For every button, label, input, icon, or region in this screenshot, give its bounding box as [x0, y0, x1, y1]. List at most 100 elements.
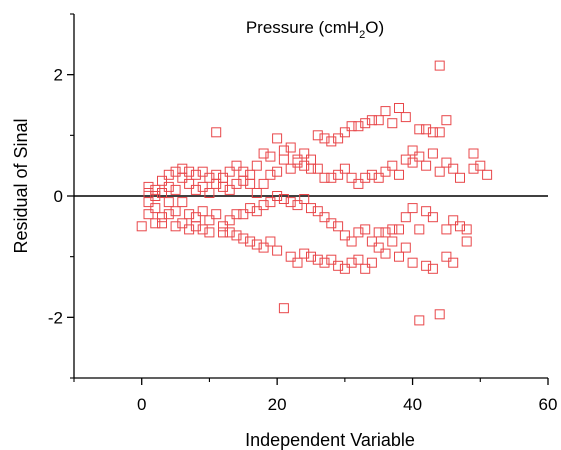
data-point — [204, 172, 215, 183]
data-point — [434, 309, 445, 320]
data-point — [299, 160, 310, 171]
data-point — [218, 221, 228, 232]
data-point — [258, 148, 269, 159]
chart-title-subscript: 2 — [359, 29, 365, 41]
data-point — [333, 133, 344, 144]
data-point — [292, 157, 303, 168]
data-point — [224, 215, 235, 226]
data-point — [278, 194, 289, 204]
data-point — [326, 254, 337, 265]
data-point — [482, 169, 493, 180]
data-point — [306, 251, 316, 262]
data-point — [414, 224, 425, 235]
data-point — [170, 206, 181, 217]
data-point — [421, 160, 432, 171]
data-point — [238, 209, 249, 220]
data-point — [373, 242, 384, 253]
data-point — [197, 224, 208, 235]
data-point — [231, 209, 242, 220]
data-point — [157, 188, 167, 198]
data-point — [251, 206, 262, 217]
data-point — [265, 236, 276, 247]
data-point — [414, 151, 425, 162]
data-point — [312, 163, 323, 174]
data-point — [224, 166, 235, 177]
data-point — [251, 160, 262, 171]
data-point — [299, 194, 310, 204]
data-point — [380, 248, 391, 259]
data-point — [441, 115, 452, 126]
data-point — [150, 184, 161, 195]
data-point — [373, 115, 384, 126]
data-point — [373, 172, 384, 183]
data-point — [285, 163, 296, 174]
x-tick-label: 40 — [403, 395, 422, 414]
data-point — [272, 245, 283, 256]
data-point — [265, 151, 276, 162]
data-point — [231, 178, 242, 189]
data-point — [434, 60, 445, 71]
data-point — [163, 209, 174, 220]
data-point — [265, 169, 276, 180]
data-point — [143, 197, 154, 208]
data-point — [407, 157, 418, 168]
data-point — [251, 188, 262, 198]
data-point — [421, 206, 432, 217]
data-point — [346, 257, 357, 268]
data-point — [278, 154, 289, 165]
data-point — [366, 169, 377, 180]
data-point — [224, 184, 235, 195]
data-point — [326, 218, 337, 229]
data-point — [448, 257, 459, 268]
data-point — [224, 227, 235, 238]
data-point — [319, 212, 330, 223]
data-point — [211, 169, 222, 180]
data-point — [292, 200, 303, 211]
data-point — [346, 172, 357, 183]
data-point — [184, 178, 195, 189]
y-tick-label: 2 — [54, 66, 63, 85]
data-point — [448, 163, 459, 174]
data-point — [421, 124, 432, 135]
data-point — [157, 218, 167, 229]
data-point — [400, 112, 411, 123]
data-point — [150, 203, 161, 214]
data-point — [427, 263, 438, 274]
data-point — [407, 203, 418, 214]
tick-labels: 0 20 40 60 -2 0 2 — [48, 66, 558, 414]
data-point — [441, 157, 452, 168]
data-point — [475, 160, 486, 171]
data-point — [394, 103, 404, 113]
data-point — [143, 188, 154, 198]
data-point — [258, 242, 269, 253]
data-point — [346, 121, 357, 132]
data-point — [312, 254, 323, 265]
data-point — [360, 263, 371, 274]
data-point — [211, 127, 222, 138]
data-point — [157, 175, 167, 186]
data-point — [407, 257, 418, 268]
data-point — [238, 233, 249, 244]
data-point — [245, 169, 256, 180]
data-point — [177, 218, 188, 229]
data-point — [339, 163, 350, 174]
data-point — [394, 251, 404, 262]
data-point — [292, 257, 303, 268]
data-point — [455, 172, 465, 183]
data-point — [387, 224, 398, 235]
data-point — [306, 154, 316, 165]
data-point — [211, 178, 222, 189]
data-point — [278, 303, 289, 314]
chart-title: Pressure (cmH2O) — [246, 18, 384, 41]
chart-title-main: Pressure (cmH — [246, 18, 359, 37]
data-point — [366, 115, 377, 126]
data-point — [434, 127, 445, 138]
data-point — [170, 221, 181, 232]
chart-title-suffix: O) — [365, 18, 384, 37]
x-tick-label: 20 — [268, 395, 287, 414]
data-point — [238, 175, 249, 186]
data-point — [245, 203, 256, 214]
data-point — [231, 230, 242, 241]
data-point — [278, 145, 289, 156]
data-point — [380, 227, 391, 238]
